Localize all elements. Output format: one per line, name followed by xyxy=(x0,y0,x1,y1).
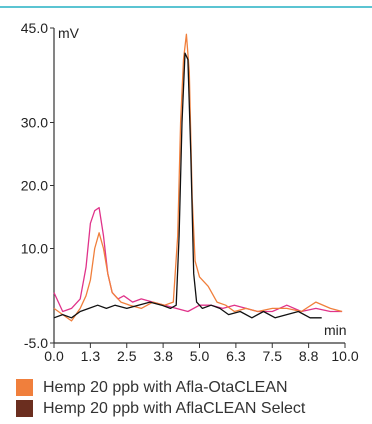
x-tick-label: 1.3 xyxy=(81,348,101,364)
legend-label: Hemp 20 ppb with AflaCLEAN Select xyxy=(43,399,306,417)
chart-ticks: 0.0 1.3 2.5 3.8 5.0 6.3 7.5 8.8 10.0 -5.0 10.0 20.0… xyxy=(21,20,359,364)
x-tick-label: 6.3 xyxy=(226,348,246,364)
x-tick-label: 3.8 xyxy=(153,348,173,364)
x-tick-label: 2.5 xyxy=(117,348,137,364)
x-tick-label: 7.5 xyxy=(263,348,283,364)
x-tick-label: 8.8 xyxy=(299,348,319,364)
y-tick-label: -5.0 xyxy=(24,335,48,351)
header-rule xyxy=(0,6,372,8)
y-tick-label: 30.0 xyxy=(21,115,48,131)
y-tick-label: 20.0 xyxy=(21,178,48,194)
y-tick-label: 45.0 xyxy=(21,20,48,36)
x-tick-label: 10.0 xyxy=(331,348,358,364)
legend-item: Hemp 20 ppb with Afla-OtaCLEAN xyxy=(16,377,305,398)
y-tick-label: 10.0 xyxy=(21,241,48,257)
chromatogram-chart: 0.0 1.3 2.5 3.8 5.0 6.3 7.5 8.8 10.0 -5.0 10.0 20.0… xyxy=(21,20,359,364)
x-tick-label: 5.0 xyxy=(190,348,210,364)
legend-swatch xyxy=(16,379,33,396)
x-tick-label: 0.0 xyxy=(44,348,64,364)
chart-series xyxy=(53,33,343,322)
series-line-2 xyxy=(53,206,343,313)
chart-axes xyxy=(53,28,345,344)
series-line-0 xyxy=(53,33,343,322)
y-axis-unit: mV xyxy=(58,25,80,41)
x-axis-unit: min xyxy=(324,322,347,338)
series-line-1 xyxy=(53,52,322,319)
legend-label: Hemp 20 ppb with Afla-OtaCLEAN xyxy=(43,378,288,396)
legend-item: Hemp 20 ppb with AflaCLEAN Select xyxy=(16,398,305,419)
legend-swatch xyxy=(16,400,33,417)
chart-legend: Hemp 20 ppb with Afla-OtaCLEAN Hemp 20 p… xyxy=(16,377,305,419)
